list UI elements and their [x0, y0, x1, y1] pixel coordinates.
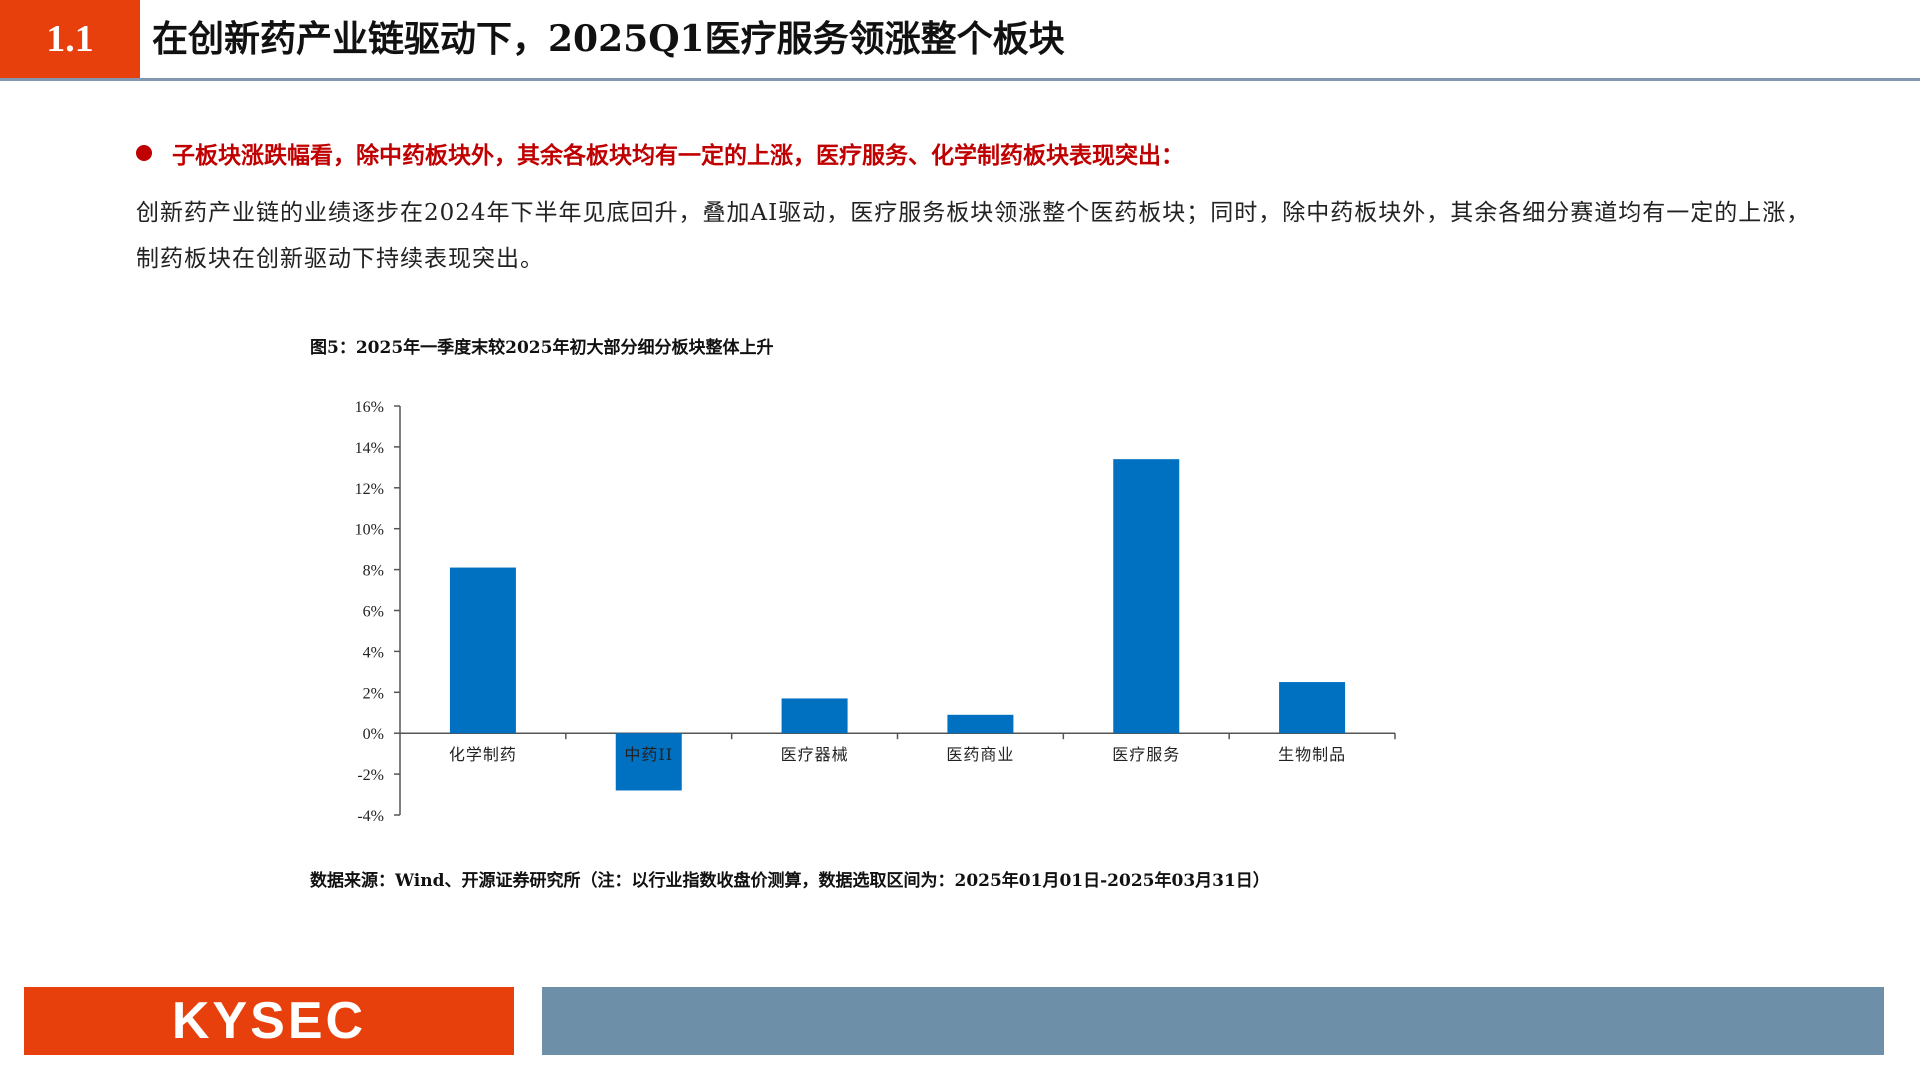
- bar-chart: 16% 14% 12% 10% 8% 6% 4% 2% 0% -2% -4% 化学制药 中药II 医疗器械…: [355, 399, 1396, 825]
- bar-2: [615, 733, 682, 791]
- y-tick-label: 6%: [363, 604, 384, 621]
- x-category-label: 医药商业: [946, 745, 1014, 764]
- bar-4: [947, 714, 1014, 734]
- bullet-highlight-text: 子板块涨跌幅看，除中药板块外，其余各板块均有一定的上涨，医疗服务、化学制药板块表…: [172, 142, 1184, 169]
- y-tick-label: 8%: [363, 563, 384, 580]
- x-category-label: 医疗服务: [1112, 745, 1180, 764]
- section-number: 1.1: [0, 0, 140, 78]
- y-tick-label: 0%: [363, 726, 384, 743]
- x-category-label: 化学制药: [449, 745, 517, 764]
- figure-caption: 图5：2025年一季度末较2025年初大部分细分板块整体上升: [310, 338, 774, 358]
- bar-3: [781, 698, 848, 734]
- title-divider: [0, 78, 1920, 81]
- bar-1: [449, 567, 516, 734]
- x-category-label: 医疗器械: [781, 745, 849, 764]
- x-category-label: 生物制品: [1278, 745, 1346, 764]
- bar-5: [1113, 459, 1180, 734]
- y-tick-label: 2%: [363, 685, 384, 702]
- kysec-logo: KYSEC: [24, 987, 514, 1055]
- y-tick-label: 16%: [355, 399, 384, 416]
- y-tick-label: 14%: [355, 440, 384, 457]
- bullet-dot-icon: [136, 145, 152, 161]
- page-title: 在创新药产业链驱动下，2025Q1医疗服务领涨整个板块: [152, 18, 1065, 60]
- y-tick-label: 10%: [355, 522, 384, 539]
- y-tick-label: 4%: [363, 644, 384, 661]
- logo-text: KYSEC: [171, 992, 367, 1050]
- y-tick-label: -2%: [357, 767, 384, 784]
- figure-source-note: 数据来源：Wind、开源证券研究所（注：以行业指数收盘价测算，数据选取区间为：2…: [310, 871, 1270, 891]
- x-category-label: 中药II: [624, 745, 673, 764]
- y-tick-label: 12%: [355, 481, 384, 498]
- y-tick-label: -4%: [357, 808, 384, 825]
- body-paragraph: 创新药产业链的业绩逐步在2024年下半年见底回升，叠加AI驱动，医疗服务板块领涨…: [136, 200, 1811, 272]
- footer-bar: [542, 987, 1884, 1055]
- bar-6: [1279, 682, 1346, 734]
